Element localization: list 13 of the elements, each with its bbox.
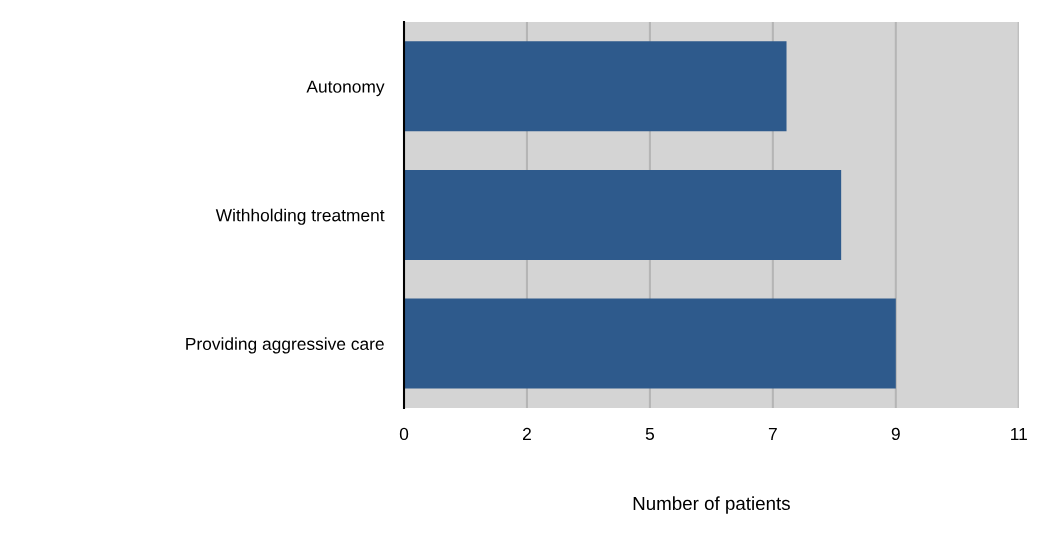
bar — [404, 169, 842, 260]
x-tick-label: 9 — [891, 427, 900, 441]
x-axis-title: Number of patients — [633, 496, 790, 514]
bar — [404, 41, 787, 132]
x-tick-label: 11 — [1011, 427, 1027, 440]
y-tick-label: Providing aggressive care — [186, 337, 384, 354]
bar — [404, 298, 896, 389]
x-tick-label: 5 — [645, 427, 655, 441]
x-tick-label: 7 — [768, 427, 777, 440]
x-tick-label: 2 — [523, 427, 531, 440]
y-tick-label: Withholding treatment — [215, 208, 385, 225]
x-tick-label: 0 — [399, 427, 409, 441]
y-tick-label: Autonomy — [306, 80, 385, 97]
